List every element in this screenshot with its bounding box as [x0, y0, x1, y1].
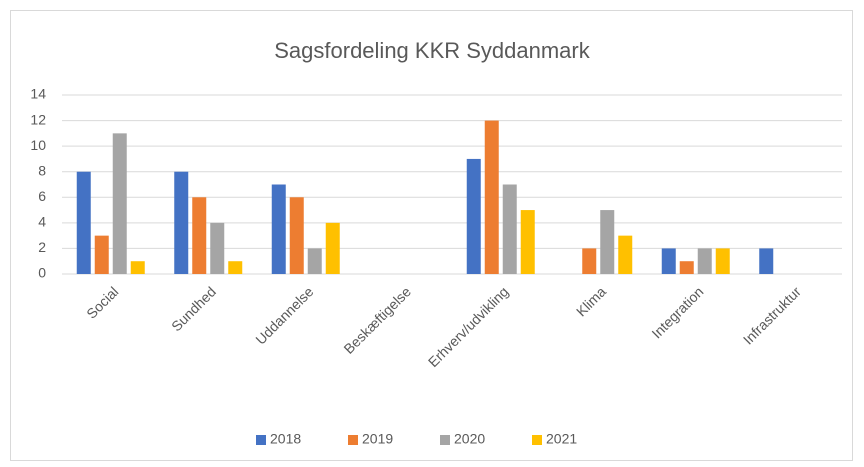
- bar: [192, 197, 207, 274]
- y-tick-label: 14: [30, 86, 46, 102]
- y-tick-label: 10: [30, 137, 46, 153]
- legend-swatch: [440, 435, 450, 445]
- bar: [582, 248, 597, 274]
- y-tick-label: 4: [38, 214, 46, 230]
- bar: [325, 222, 340, 274]
- bar: [94, 235, 109, 274]
- bar: [228, 261, 243, 274]
- y-tick-label: 8: [38, 162, 46, 178]
- bar: [759, 248, 774, 274]
- bar: [271, 184, 286, 274]
- y-tick-label: 6: [38, 188, 46, 204]
- bar: [307, 248, 322, 274]
- bar: [697, 248, 712, 274]
- bar: [618, 235, 633, 274]
- bar: [502, 184, 517, 274]
- legend-label: 2019: [362, 431, 393, 447]
- bar: [466, 158, 481, 274]
- bar: [679, 261, 694, 274]
- bar: [76, 171, 91, 274]
- bar: [600, 210, 615, 274]
- bar: [715, 248, 730, 274]
- bar: [130, 261, 145, 274]
- y-tick-label: 12: [30, 111, 46, 127]
- legend-swatch: [532, 435, 542, 445]
- bar: [112, 133, 127, 274]
- bar: [289, 197, 304, 274]
- chart-frame: [10, 10, 853, 461]
- y-tick-label: 2: [38, 239, 46, 255]
- bar: [520, 210, 535, 274]
- chart-title: Sagsfordeling KKR Syddanmark: [274, 38, 590, 63]
- bar: [174, 171, 189, 274]
- legend-label: 2021: [546, 431, 577, 447]
- legend-swatch: [256, 435, 266, 445]
- y-tick-label: 0: [38, 265, 46, 281]
- legend-label: 2018: [270, 431, 301, 447]
- bar: [484, 120, 499, 274]
- bar: [661, 248, 676, 274]
- legend-swatch: [348, 435, 358, 445]
- legend-label: 2020: [454, 431, 485, 447]
- bar: [210, 222, 225, 274]
